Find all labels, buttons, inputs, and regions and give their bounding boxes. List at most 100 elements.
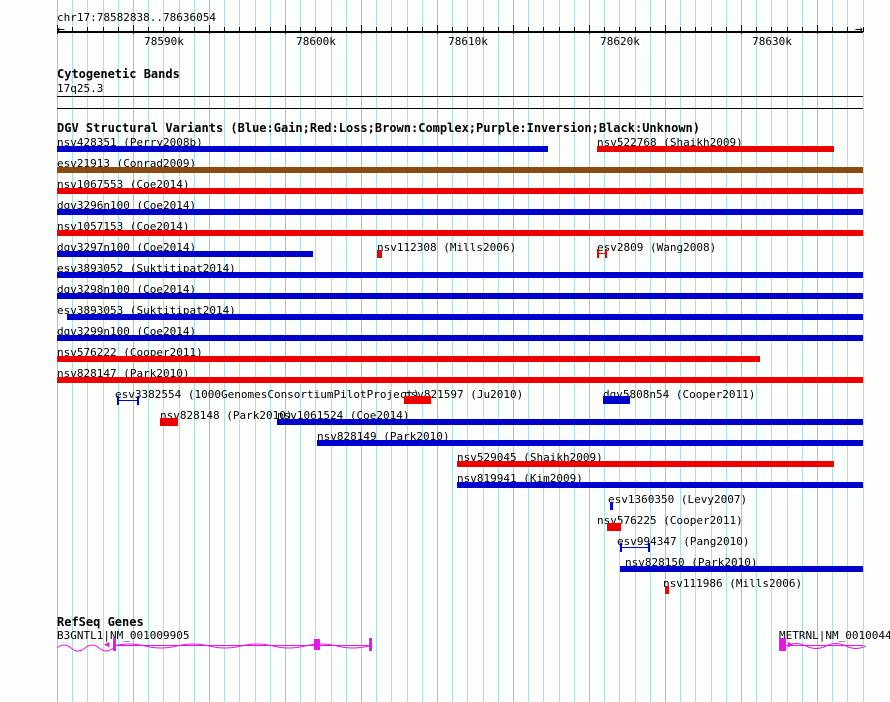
gridline xyxy=(513,0,514,702)
variant-ibeam-marker[interactable] xyxy=(117,396,139,405)
gene-exon xyxy=(369,638,372,651)
gene-utr-squiggle xyxy=(786,643,866,649)
variant-label[interactable]: nsv828147 (Park2010) xyxy=(57,367,190,380)
variant-label[interactable]: nsv828148 (Park2010) xyxy=(160,409,293,422)
variant-label[interactable]: esv994347 (Pang2010) xyxy=(617,535,750,548)
variant-label[interactable]: nsv1061524 (Coe2014) xyxy=(277,409,410,422)
variant-bar[interactable] xyxy=(277,419,863,425)
variant-label[interactable]: nsv1067553 (Coe2014) xyxy=(57,178,190,191)
ruler-tick-minor xyxy=(376,27,377,32)
variant-label[interactable]: nsv111986 (Mills2006) xyxy=(663,577,803,590)
variant-bar[interactable] xyxy=(57,377,863,383)
variant-label[interactable]: esv3382554 (1000GenomesConsortiumPilotPr… xyxy=(115,388,420,401)
variant-bar[interactable] xyxy=(57,356,760,362)
variant-label[interactable]: nsv576222 (Cooper2011) xyxy=(57,346,203,359)
ruler-tick-major xyxy=(817,25,818,34)
ruler-tick-minor xyxy=(832,27,833,32)
gene-strand-arrow-right: ▶ xyxy=(788,640,794,650)
gridline xyxy=(680,0,681,702)
gridline xyxy=(559,0,560,702)
variant-label[interactable]: nsv529045 (Shaikh2009) xyxy=(457,451,603,464)
variant-bar[interactable] xyxy=(597,146,834,152)
variant-label[interactable]: nsv1057153 (Coe2014) xyxy=(57,220,190,233)
gridline xyxy=(817,0,818,702)
variant-label[interactable]: esv2809 (Wang2008) xyxy=(597,241,717,254)
ruler-tick-label: 78590k xyxy=(144,35,184,48)
variant-label[interactable]: esv3893053 (Suktitipat2014) xyxy=(57,304,236,317)
variant-label[interactable]: dgv5808n54 (Cooper2011) xyxy=(603,388,756,401)
gridline xyxy=(315,0,316,702)
variant-bar[interactable] xyxy=(57,230,863,236)
variant-bar[interactable] xyxy=(57,272,863,278)
ruler-tick-minor xyxy=(255,27,256,32)
ruler-tick-minor xyxy=(163,27,164,32)
ibeam-cap-right xyxy=(648,543,650,552)
variant-label[interactable]: esv3893052 (Suktitipat2014) xyxy=(57,262,236,275)
variant-label[interactable]: nsv821597 (Ju2010) xyxy=(404,388,524,401)
variant-label[interactable]: dgv3296n100 (Coe2014) xyxy=(57,199,197,212)
variant-label[interactable]: dgv3297n100 (Coe2014) xyxy=(57,241,197,254)
variant-label[interactable]: nsv522768 (Shaikh2009) xyxy=(597,136,743,149)
ruler-tick-minor xyxy=(756,27,757,32)
gene-label[interactable]: B3GNTL1|NM_001009905 xyxy=(57,629,190,642)
variant-block[interactable] xyxy=(607,523,621,531)
ruler-tick-minor xyxy=(239,27,240,32)
variant-label[interactable]: dgv3298n100 (Coe2014) xyxy=(57,283,197,296)
variant-block[interactable] xyxy=(610,502,613,510)
variant-block[interactable] xyxy=(404,396,431,404)
variant-block[interactable] xyxy=(377,250,382,258)
variant-label[interactable]: nsv576225 (Cooper2011) xyxy=(597,514,743,527)
variant-label[interactable]: esv1360350 (Levy2007) xyxy=(608,493,748,506)
variant-label[interactable]: nsv828150 (Park2010) xyxy=(625,556,758,569)
variant-label[interactable]: nsv819941 (Kim2009) xyxy=(457,472,583,485)
ruler-tick-major xyxy=(437,25,438,34)
variant-bar[interactable] xyxy=(457,461,834,467)
variant-block[interactable] xyxy=(603,396,630,404)
variant-bar[interactable] xyxy=(57,293,863,299)
refseq-track-title: RefSeq Genes xyxy=(57,615,144,629)
gridline xyxy=(452,0,453,702)
variant-ibeam-marker[interactable] xyxy=(620,543,650,552)
gridline xyxy=(498,0,499,702)
gridline xyxy=(726,0,727,702)
ruler-right-arrow: → xyxy=(855,22,863,37)
gridline xyxy=(483,0,484,702)
variant-bar[interactable] xyxy=(67,314,863,320)
ruler-tick-minor xyxy=(695,27,696,32)
ruler-tick-minor xyxy=(604,27,605,32)
ruler-tick-minor xyxy=(467,27,468,32)
variant-bar[interactable] xyxy=(57,167,863,173)
variant-bar[interactable] xyxy=(57,251,313,257)
variant-block[interactable] xyxy=(160,418,178,426)
variant-bar[interactable] xyxy=(57,209,863,215)
variant-label[interactable]: dgv3299n100 (Coe2014) xyxy=(57,325,197,338)
gene-label[interactable]: METRNL|NM_00100443 xyxy=(779,629,890,642)
variant-bar[interactable] xyxy=(317,440,863,446)
gene-intron-squiggle xyxy=(113,643,370,649)
variant-bar[interactable] xyxy=(57,188,863,194)
ruler-tick-minor xyxy=(483,27,484,32)
gridline xyxy=(224,0,225,702)
variant-bar[interactable] xyxy=(57,146,548,152)
variant-ibeam-marker[interactable] xyxy=(597,249,607,258)
gridline xyxy=(331,0,332,702)
gridline xyxy=(407,0,408,702)
ruler-tick-minor xyxy=(847,27,848,32)
ruler-tick-minor xyxy=(72,27,73,32)
gridline xyxy=(346,0,347,702)
gridline xyxy=(604,0,605,702)
variant-label[interactable]: nsv828149 (Park2010) xyxy=(317,430,450,443)
gene-utr-squiggle xyxy=(57,644,114,652)
ruler-tick-minor xyxy=(315,27,316,32)
locus-label: chr17:78582838..78636054 xyxy=(57,11,216,24)
variant-block[interactable] xyxy=(665,586,669,594)
variant-label[interactable]: nsv428351 (Perry2008b) xyxy=(57,136,203,149)
gridline xyxy=(285,0,286,702)
variant-label[interactable]: esv21913 (Conrad2009) xyxy=(57,157,197,170)
variant-bar[interactable] xyxy=(57,335,863,341)
variant-bar[interactable] xyxy=(457,482,863,488)
variant-bar[interactable] xyxy=(620,566,863,572)
gridline xyxy=(802,0,803,702)
variant-label[interactable]: nsv112308 (Mills2006) xyxy=(377,241,517,254)
